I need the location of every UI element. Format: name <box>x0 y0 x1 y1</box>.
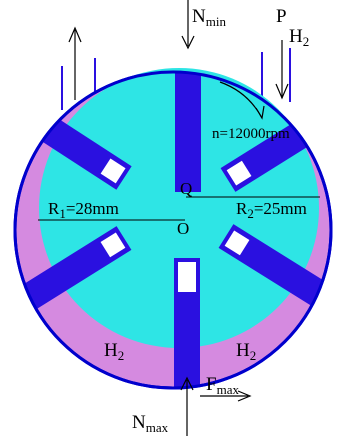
n-max-label: Nmax <box>132 412 169 435</box>
f-max-label: Fmax <box>206 374 239 397</box>
f-max-arrow <box>200 390 252 402</box>
pressure-sub-label: H2 <box>289 26 309 49</box>
housing-outline <box>13 70 333 390</box>
n-min-arrow <box>181 0 195 50</box>
n-min-label: Nmin <box>192 6 226 29</box>
vane-top <box>175 72 201 192</box>
vane-bottom <box>174 258 200 388</box>
center-o-label: O <box>177 219 189 238</box>
vane-lower-left <box>15 226 132 356</box>
inlet-pipe <box>261 40 291 102</box>
pressure-label: P <box>276 6 287 27</box>
r2-label: R2=25mm <box>236 199 307 221</box>
r1-label: R1=28mm <box>48 199 119 221</box>
vane-lower-right <box>218 224 331 354</box>
rotor <box>39 68 319 348</box>
speed-label: n=12000rpm <box>212 126 290 142</box>
center-q-label: Q <box>180 179 192 198</box>
chamber-right-label: H2 <box>236 340 256 363</box>
chamber-left-label: H2 <box>104 340 124 363</box>
n-max-arrow <box>180 376 194 436</box>
